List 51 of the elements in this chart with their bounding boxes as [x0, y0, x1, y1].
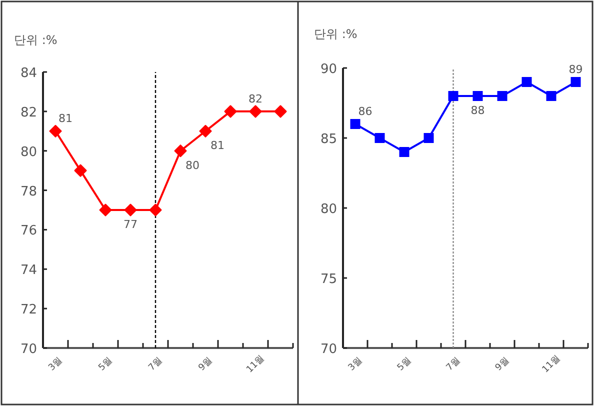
point [274, 105, 287, 118]
point [399, 147, 410, 157]
y-tick-label: 78 [20, 184, 37, 200]
y-tick-label: 75 [320, 272, 337, 287]
point [374, 133, 385, 143]
point [49, 124, 62, 138]
data-label: 89 [568, 63, 583, 76]
y-tick-label: 72 [20, 302, 37, 318]
x-tick-label: 3월 [47, 356, 65, 374]
point [424, 133, 434, 143]
y-tick-label: 80 [320, 202, 337, 217]
x-tick-label: 7월 [444, 356, 462, 374]
y-tick-label: 80 [20, 144, 37, 160]
point [448, 91, 458, 101]
y-tick-label: 85 [320, 132, 337, 147]
data-label: 82 [248, 92, 262, 106]
point [570, 77, 581, 87]
point [74, 164, 87, 177]
data-label: 80 [186, 158, 200, 172]
point [249, 105, 262, 118]
y-tick-label: 82 [20, 105, 37, 120]
point [124, 204, 137, 216]
y-tick-label: 76 [20, 224, 37, 239]
data-label: 77 [124, 218, 138, 231]
data-label: 86 [358, 105, 372, 118]
y-axis-title: 단위 :% [14, 33, 58, 47]
point [199, 124, 212, 138]
x-tick-label: 7월 [147, 356, 165, 374]
x-tick-label: 5월 [97, 356, 115, 374]
y-tick-label: 70 [20, 342, 37, 357]
data-label: 81 [58, 112, 72, 126]
point [149, 204, 162, 216]
point [174, 144, 187, 158]
x-tick-label: 9월 [494, 356, 512, 374]
y-tick-label: 90 [320, 62, 337, 77]
y-tick-label: 70 [320, 342, 337, 357]
point [472, 91, 483, 101]
x-tick-label: 5월 [396, 356, 414, 374]
point [350, 119, 360, 129]
y-axis-title: 단위 :% [314, 27, 358, 41]
point [546, 91, 556, 101]
x-tick-label: 3월 [346, 356, 364, 374]
point [99, 204, 112, 216]
point [497, 91, 508, 101]
data-label: 88 [470, 104, 485, 117]
y-tick-label: 84 [20, 66, 37, 81]
point [224, 105, 237, 118]
y-tick-label: 74 [20, 263, 37, 278]
x-tick-label: 9월 [197, 356, 215, 374]
data-label: 81 [210, 139, 224, 152]
point [522, 77, 532, 87]
